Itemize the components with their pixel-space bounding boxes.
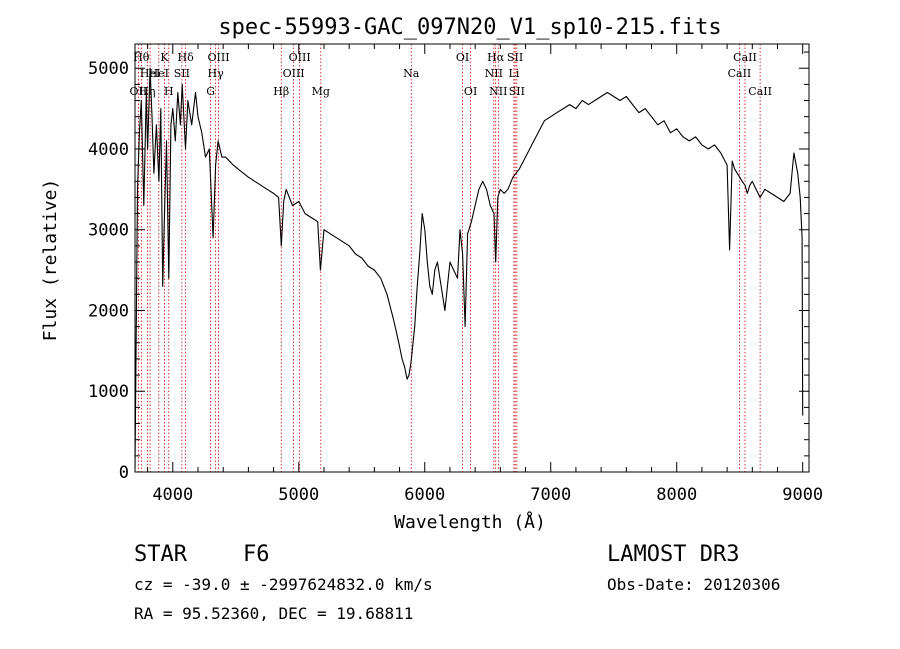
x-tick-label: 7000 (530, 485, 571, 505)
redshift-text: cz = -39.0 ± -2997624832.0 km/s (134, 575, 433, 594)
line-label: Na (403, 67, 420, 80)
line-label: NII (485, 67, 503, 80)
line-label: SII (507, 51, 523, 64)
line-label: CaII (733, 51, 757, 64)
x-tick-label: 9000 (782, 485, 823, 505)
line-label: SII (174, 67, 190, 80)
line-label: HeI (149, 67, 169, 80)
line-label: G (206, 85, 215, 98)
y-tick-label: 2000 (88, 301, 129, 321)
line-label: OIII (207, 51, 229, 64)
y-axis-ticks: 0 1000 2000 3000 4000 5000 (88, 51, 809, 483)
line-label: Hδ (178, 51, 195, 64)
line-label: CaII (728, 67, 752, 80)
line-label: Mg (312, 85, 330, 98)
line-label: CaII (748, 85, 772, 98)
spectral-line-markers (138, 44, 761, 472)
line-label: OI (464, 85, 477, 98)
x-tick-label: 8000 (656, 485, 697, 505)
line-label: OI (456, 51, 469, 64)
y-axis-label: Flux (relative) (40, 179, 61, 342)
line-label: Hα (487, 51, 505, 64)
survey-name: LAMOST DR3 (607, 542, 739, 567)
y-tick-label: 4000 (88, 140, 129, 160)
line-label: Hγ (208, 67, 225, 80)
object-subclass: F6 (243, 542, 270, 567)
spectral-line-labels: OIIHθHηHeIHeIKHSIIHδGHγOIIIHβOIIIOIIIMgN… (130, 51, 772, 98)
chart-title: spec-55993-GAC_097N20_V1_sp10-215.fits (218, 15, 721, 40)
line-label: SII (509, 85, 525, 98)
x-tick-label: 4000 (152, 485, 193, 505)
x-tick-label: 5000 (278, 485, 319, 505)
x-axis-ticks: 4000 5000 6000 7000 8000 9000 (147, 44, 823, 505)
x-axis-label: Wavelength (Å) (394, 511, 546, 533)
y-tick-label: 1000 (88, 382, 129, 402)
y-tick-label: 0 (119, 463, 129, 483)
line-label: K (160, 51, 169, 64)
y-tick-label: 3000 (88, 221, 129, 241)
line-label: Hβ (273, 85, 289, 98)
spectrum-line-0 (134, 67, 804, 469)
x-tick-label: 6000 (404, 485, 445, 505)
line-label: OIII (283, 67, 305, 80)
line-label: OII (130, 85, 148, 98)
coordinates-text: RA = 95.52360, DEC = 19.68811 (134, 604, 413, 623)
obs-date-text: Obs-Date: 20120306 (607, 575, 780, 594)
line-label: Hη (139, 85, 155, 98)
line-label: Li (509, 67, 520, 80)
line-label: Hθ (133, 51, 150, 64)
spectrum-series (134, 67, 804, 469)
object-class: STAR (134, 542, 188, 567)
line-label: H (164, 85, 174, 98)
line-label: NII (489, 85, 507, 98)
line-label: OIII (289, 51, 311, 64)
y-tick-label: 5000 (88, 59, 129, 79)
plot-frame (134, 43, 810, 473)
